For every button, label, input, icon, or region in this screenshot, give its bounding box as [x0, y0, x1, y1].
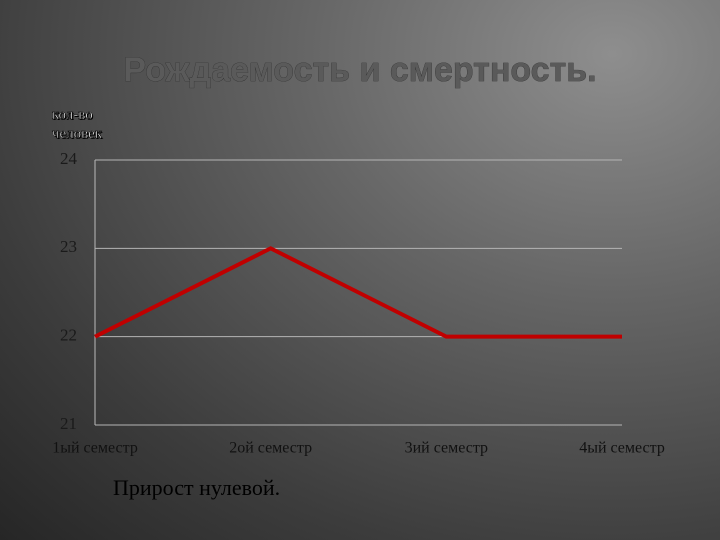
y-tick-label: 23	[60, 237, 77, 256]
y-tick-label: 22	[60, 326, 77, 345]
y-axis-label: кол-во человек	[52, 107, 103, 143]
x-tick-label: 2ой семестр	[229, 440, 312, 457]
y-tick-label: 21	[60, 414, 77, 433]
chart-title: Рождаемость и смертность.	[123, 51, 596, 89]
x-tick-label: 4ый семестр	[579, 440, 665, 457]
x-tick-label: 3ий семестр	[405, 440, 488, 457]
data-line	[94, 246, 622, 339]
y-tick-label: 24	[60, 149, 78, 168]
caption: Прирост нулевой.	[113, 475, 280, 500]
x-tick-label: 1ый семестр	[52, 440, 138, 457]
